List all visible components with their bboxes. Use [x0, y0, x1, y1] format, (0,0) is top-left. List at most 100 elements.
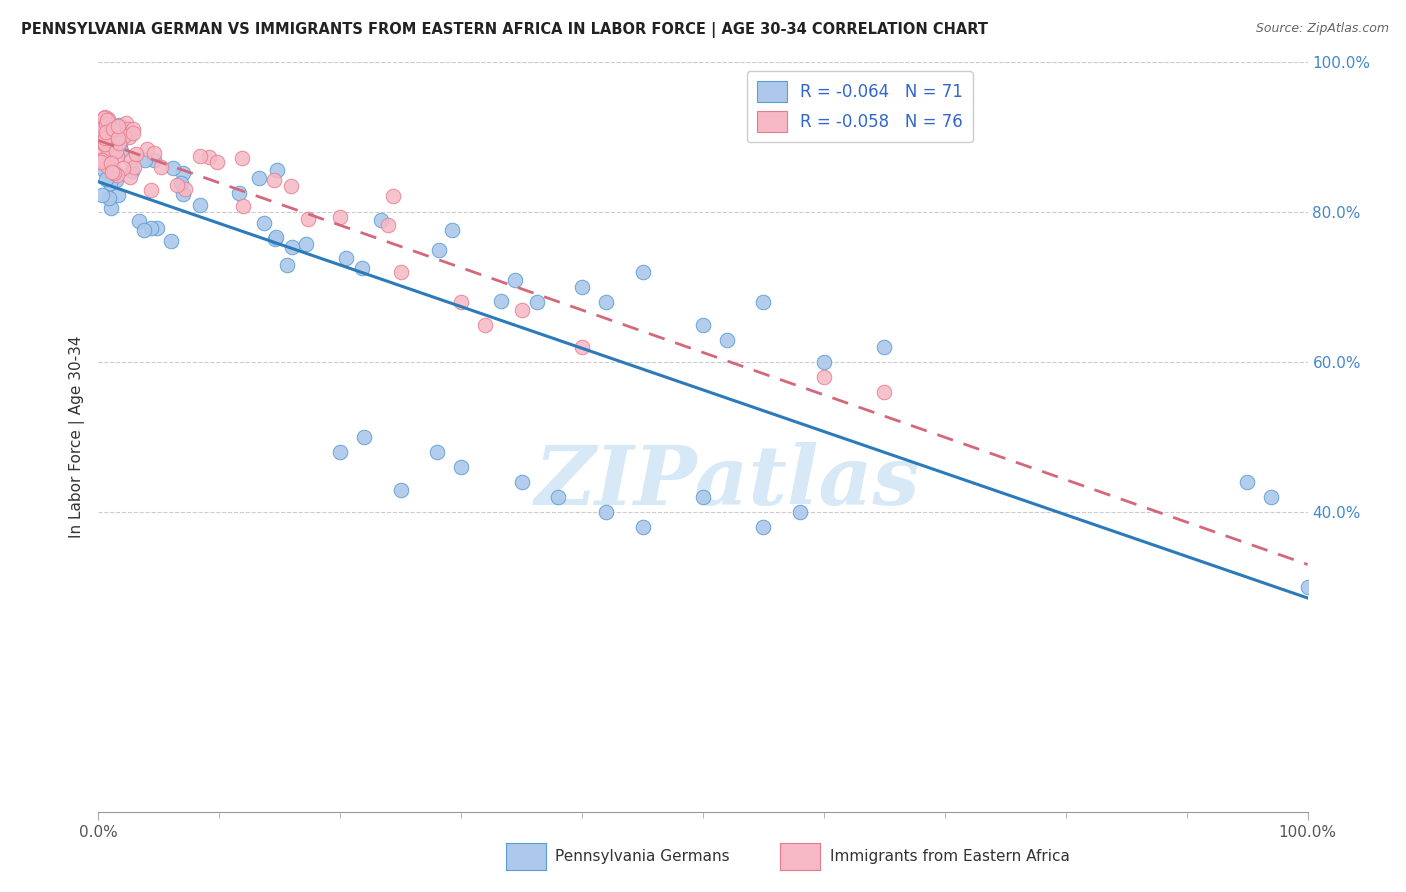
- Point: [104, 138, 127, 153]
- Point: [120, 169, 142, 184]
- Point: [1260, 490, 1282, 504]
- Point: [143, 146, 166, 161]
- Point: [107, 130, 129, 145]
- Point: [631, 265, 654, 279]
- Point: [121, 163, 143, 178]
- Point: [100, 156, 122, 170]
- Point: [146, 220, 169, 235]
- Point: [101, 163, 124, 178]
- Point: [174, 182, 197, 196]
- Point: [188, 198, 211, 212]
- Point: [389, 483, 412, 497]
- Point: [389, 265, 412, 279]
- Point: [335, 251, 357, 265]
- Point: [111, 125, 134, 139]
- Point: [107, 136, 129, 150]
- Point: [125, 147, 148, 161]
- Point: [90, 120, 112, 134]
- Point: [813, 370, 835, 384]
- Point: [571, 340, 593, 354]
- Point: [96, 117, 118, 131]
- Point: [162, 161, 184, 176]
- Point: [547, 490, 569, 504]
- Point: [98, 156, 121, 170]
- Point: [112, 129, 135, 144]
- Point: [252, 216, 274, 230]
- Point: [91, 155, 114, 169]
- Point: [197, 150, 219, 164]
- Point: [266, 230, 288, 244]
- Point: [264, 231, 287, 245]
- Point: [139, 220, 162, 235]
- Point: [813, 355, 835, 369]
- Point: [281, 239, 304, 253]
- Point: [370, 213, 392, 227]
- Point: [91, 118, 114, 132]
- Point: [135, 142, 157, 156]
- Point: [631, 520, 654, 534]
- Point: [118, 130, 141, 145]
- Point: [143, 153, 166, 167]
- Point: [107, 131, 129, 145]
- Point: [103, 166, 125, 180]
- Point: [91, 188, 114, 202]
- Point: [100, 148, 122, 162]
- Point: [94, 172, 117, 186]
- Point: [297, 212, 319, 227]
- Point: [595, 505, 617, 519]
- Point: [295, 237, 318, 252]
- Point: [91, 136, 114, 150]
- Text: PENNSYLVANIA GERMAN VS IMMIGRANTS FROM EASTERN AFRICA IN LABOR FORCE | AGE 30-34: PENNSYLVANIA GERMAN VS IMMIGRANTS FROM E…: [21, 22, 988, 38]
- Point: [100, 164, 122, 178]
- Point: [98, 129, 121, 144]
- Point: [350, 260, 373, 275]
- Point: [100, 202, 122, 216]
- Point: [107, 118, 129, 132]
- Point: [329, 210, 352, 224]
- Point: [132, 223, 155, 237]
- Point: [122, 126, 145, 140]
- Point: [97, 191, 120, 205]
- Point: [353, 430, 375, 444]
- Point: [149, 160, 172, 174]
- Point: [94, 125, 117, 139]
- Legend: R = -0.064   N = 71, R = -0.058   N = 76: R = -0.064 N = 71, R = -0.058 N = 76: [747, 70, 973, 142]
- Point: [93, 111, 115, 125]
- Point: [280, 178, 302, 193]
- Point: [266, 163, 288, 178]
- Point: [94, 137, 117, 152]
- Point: [692, 318, 714, 332]
- Point: [231, 151, 253, 165]
- Point: [160, 235, 183, 249]
- Point: [97, 133, 120, 147]
- Point: [440, 223, 463, 237]
- Point: [105, 145, 128, 159]
- Point: [752, 295, 775, 310]
- Point: [108, 136, 131, 150]
- Point: [97, 159, 120, 173]
- Point: [111, 161, 134, 175]
- Point: [90, 154, 112, 169]
- Point: [474, 318, 496, 332]
- Point: [101, 122, 124, 136]
- Point: [134, 153, 156, 168]
- Point: [205, 155, 228, 169]
- Point: [752, 520, 775, 534]
- Point: [510, 475, 533, 489]
- Point: [329, 445, 352, 459]
- Point: [276, 258, 298, 272]
- Point: [247, 171, 270, 186]
- Point: [105, 173, 128, 187]
- Point: [789, 505, 811, 519]
- Point: [93, 135, 115, 149]
- Point: [107, 187, 129, 202]
- Point: [105, 168, 128, 182]
- Point: [595, 295, 617, 310]
- Point: [90, 153, 112, 167]
- Point: [232, 199, 254, 213]
- Point: [571, 280, 593, 294]
- Point: [166, 178, 188, 193]
- Point: [128, 214, 150, 228]
- Point: [450, 295, 472, 310]
- Point: [108, 137, 131, 152]
